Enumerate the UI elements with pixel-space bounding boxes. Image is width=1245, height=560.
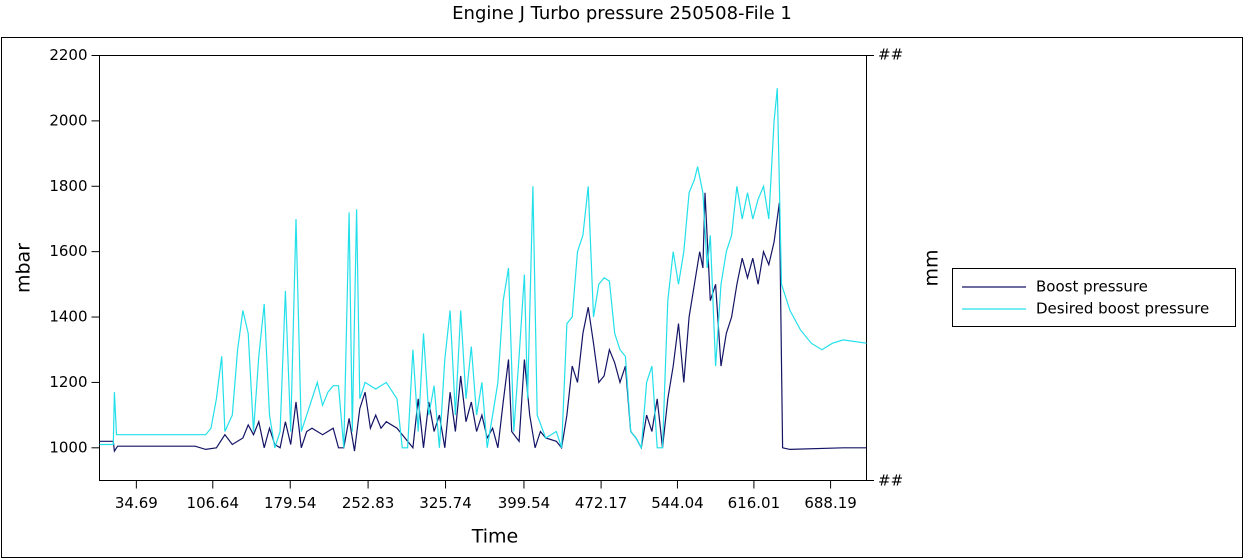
series-line [99, 88, 867, 450]
y2-tick-label: ## [878, 472, 903, 490]
y-tick-label: 2200 [49, 46, 87, 64]
x-tick-label: 544.04 [651, 494, 704, 512]
x-tick-label: 399.54 [498, 494, 551, 512]
x-tick-label: 106.64 [187, 494, 240, 512]
y-tick-label: 1200 [49, 373, 87, 391]
x-tick-label: 688.19 [804, 494, 857, 512]
plot-area [99, 55, 867, 481]
y-tick-label: 2000 [49, 111, 87, 129]
series-line [99, 192, 867, 453]
legend-label: Desired boost pressure [1036, 300, 1209, 318]
y-tick-label: 1000 [49, 438, 87, 456]
legend-label: Boost pressure [1036, 278, 1148, 296]
y-tick-label: 1800 [49, 177, 87, 195]
x-tick-label: 252.83 [342, 494, 395, 512]
y-tick-label: 1400 [49, 308, 87, 326]
chart-title: Engine J Turbo pressure 250508-File 1 [452, 3, 792, 24]
y-axis-label: mbar [13, 243, 35, 293]
legend [952, 268, 1236, 327]
y-tick-label: 1600 [49, 242, 87, 260]
x-tick-label: 616.01 [728, 494, 781, 512]
y2-axis-label: mm [921, 249, 943, 286]
y2-tick-label: ## [878, 46, 903, 64]
x-axis-label: Time [471, 526, 519, 548]
frame [1, 37, 1243, 558]
x-tick-label: 472.17 [575, 494, 628, 512]
x-tick-label: 34.69 [115, 494, 158, 512]
x-tick-label: 179.54 [264, 494, 317, 512]
x-tick-label: 325.74 [419, 494, 472, 512]
